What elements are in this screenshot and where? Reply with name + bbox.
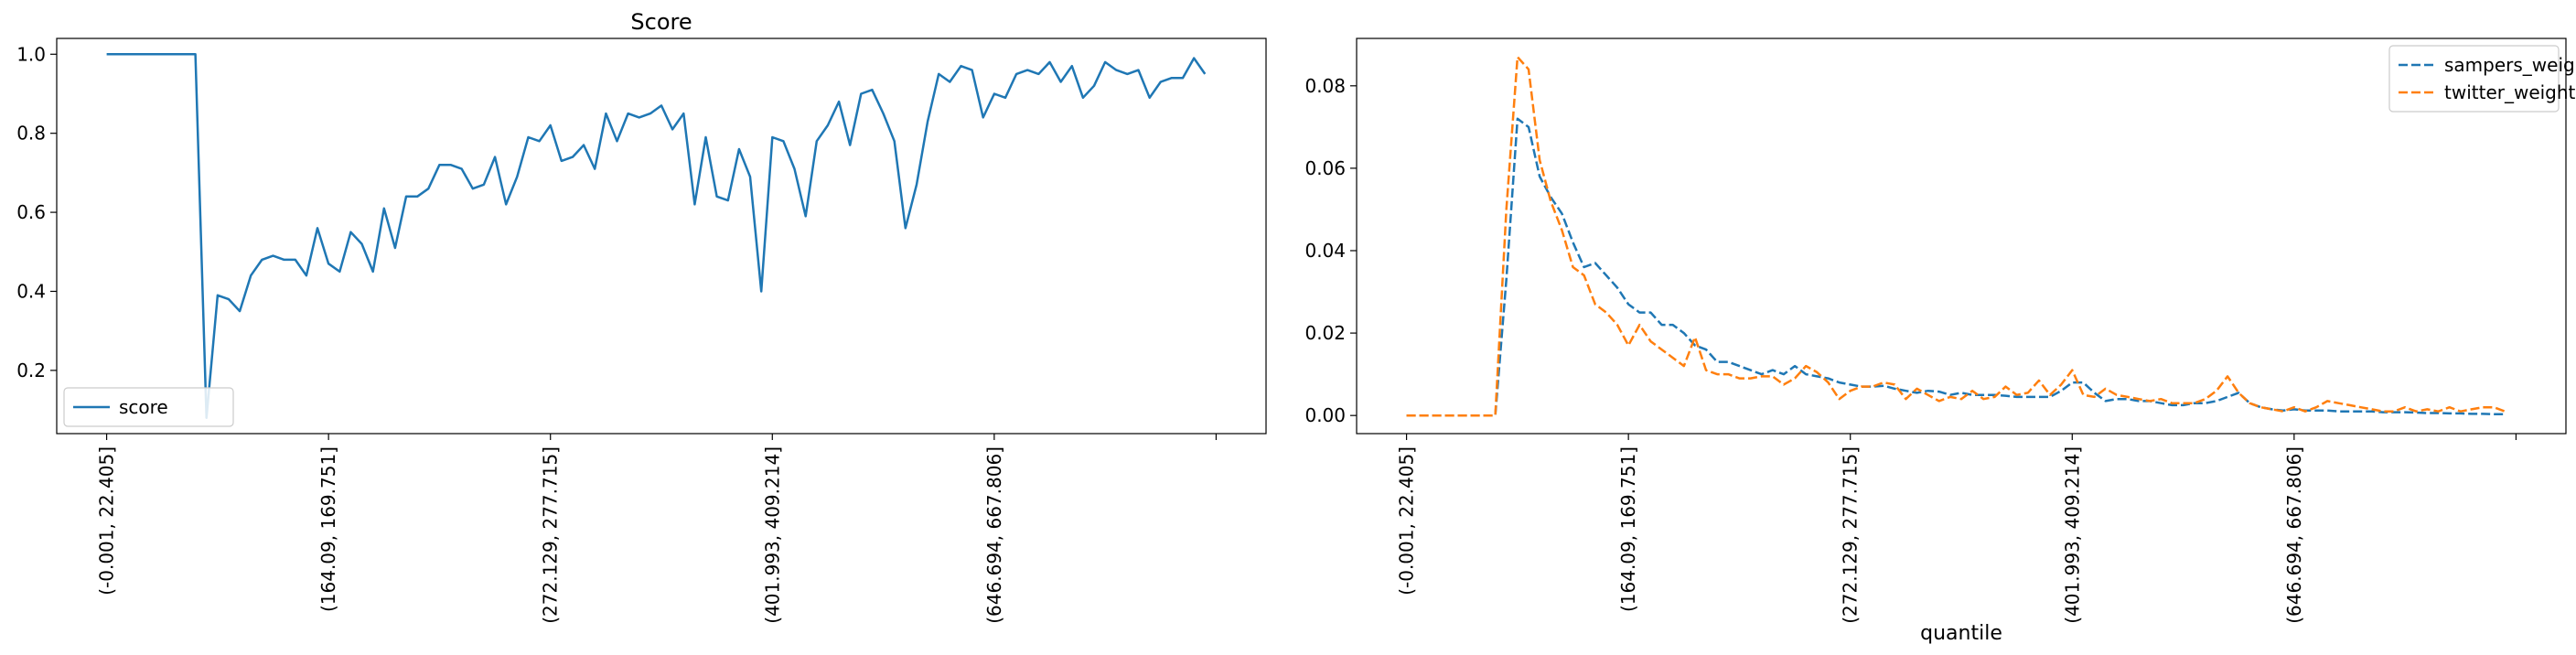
y-tick-label: 0.04 (1304, 240, 1346, 262)
x-tick-label: (646.694, 667.806] (2283, 446, 2305, 624)
x-tick-label: (401.993, 409.214] (761, 446, 783, 624)
x-tick-label: (272.129, 277.715] (1840, 446, 1862, 624)
x-tick-label: (401.993, 409.214] (2061, 446, 2083, 624)
y-tick-label: 0.4 (16, 280, 46, 302)
y-tick-label: 0.08 (1304, 75, 1346, 97)
series-line-score (106, 53, 1207, 419)
x-tick-label: (-0.001, 22.405] (1396, 446, 1418, 596)
x-tick-label: (164.09, 169.751] (317, 446, 339, 612)
x-tick-label: (-0.001, 22.405] (96, 446, 118, 596)
series-line-twitter-weight (1406, 56, 2506, 417)
x-tick-label: (272.129, 277.715] (540, 446, 562, 624)
series-line-sampers-weight (1406, 117, 2506, 417)
y-tick-label: 0.02 (1304, 322, 1346, 344)
axes-frame (56, 38, 1267, 435)
y-tick-label: 0.00 (1304, 404, 1346, 426)
x-axis-label: quantile (1920, 622, 2002, 645)
weight-chart: 0.00 0.02 0.04 0.06 0.08 (-0.001, 22.405] (164… (1304, 38, 2576, 645)
legend-box (2388, 45, 2560, 113)
y-tick-label: 0.2 (16, 360, 46, 381)
legend-label: twitter_weight (2444, 81, 2576, 103)
y-tick-label: 0.6 (16, 201, 46, 223)
legend: sampers_weight twitter_weight (2388, 45, 2576, 113)
chart-title: Score (630, 9, 692, 35)
axes-frame (1356, 38, 2567, 435)
legend-label: sampers_weight (2444, 54, 2576, 76)
x-tick-label: (646.694, 667.806] (983, 446, 1005, 624)
score-chart: 0.2 0.4 0.6 0.8 1.0 (-0.001, 22.405] (164.09, … (16, 9, 1267, 624)
y-tick-label: 1.0 (16, 43, 46, 65)
x-tick-label: (164.09, 169.751] (1617, 446, 1639, 612)
y-tick-label: 0.8 (16, 123, 46, 145)
legend-box (63, 387, 234, 427)
legend: score (63, 387, 234, 427)
legend-label: score (119, 396, 168, 418)
y-tick-label: 0.06 (1304, 157, 1346, 179)
